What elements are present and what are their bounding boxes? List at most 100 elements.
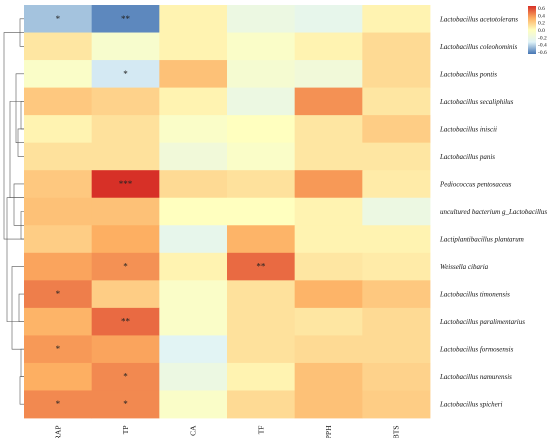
heatmap-cell bbox=[294, 362, 363, 391]
heatmap-cell bbox=[24, 362, 93, 391]
column-label: TP bbox=[121, 426, 130, 435]
heatmap-cell bbox=[294, 307, 363, 336]
heatmap-cell bbox=[91, 32, 160, 61]
heatmap-cell bbox=[227, 5, 296, 33]
heatmap-cell bbox=[91, 252, 160, 281]
heatmap-cell bbox=[159, 170, 228, 199]
dendrogram-branch bbox=[20, 101, 24, 130]
heatmap-cell bbox=[159, 87, 228, 116]
significance-mark: * bbox=[123, 372, 128, 382]
heatmap-cell bbox=[159, 390, 228, 419]
dendrogram-branch bbox=[13, 183, 24, 226]
heatmap-cell bbox=[294, 87, 363, 116]
heatmap-cell bbox=[362, 362, 431, 391]
column-label: CA bbox=[189, 425, 198, 436]
heatmap-cell bbox=[294, 280, 363, 309]
heatmap-cell bbox=[294, 32, 363, 61]
row-label: Lactobacillus paralimentarius bbox=[439, 318, 525, 326]
heatmap-cell bbox=[362, 115, 431, 144]
heatmap-cell bbox=[91, 5, 160, 33]
heatmap-cell bbox=[362, 335, 431, 364]
heatmap-cell bbox=[24, 307, 93, 336]
heatmap-cell bbox=[159, 60, 228, 88]
heatmap-cell bbox=[227, 280, 296, 309]
heatmap-cell bbox=[24, 87, 93, 116]
heatmap-cell bbox=[227, 115, 296, 144]
dendrogram-branch bbox=[9, 101, 24, 199]
heatmap-cell bbox=[362, 390, 431, 419]
significance-mark: ** bbox=[256, 262, 266, 272]
row-label: uncultured bacterium g_Lactobacillus bbox=[440, 208, 547, 216]
heatmap-cell bbox=[362, 60, 431, 88]
heatmap-cell bbox=[294, 60, 363, 88]
heatmap-cell bbox=[362, 5, 431, 33]
heatmap-cell bbox=[159, 115, 228, 144]
heatmap-cell bbox=[24, 280, 93, 309]
heatmap-cell bbox=[24, 335, 93, 364]
row-label: Lactobacillus coleohominis bbox=[439, 43, 517, 51]
significance-mark: * bbox=[123, 69, 128, 79]
significance-mark: ** bbox=[121, 317, 131, 327]
heatmap-cell bbox=[24, 225, 93, 254]
heatmap-cell bbox=[294, 252, 363, 281]
heatmap-cell bbox=[227, 362, 296, 391]
heatmap-cell bbox=[227, 87, 296, 116]
heatmap-cell bbox=[362, 197, 431, 226]
column-label: FRAP bbox=[53, 426, 62, 439]
heatmap-cell bbox=[91, 225, 160, 254]
heatmap-cell bbox=[159, 307, 228, 336]
heatmap-cell bbox=[159, 32, 228, 61]
heatmap-cell bbox=[227, 170, 296, 199]
row-label: Lactobacillus timonensis bbox=[439, 291, 510, 299]
heatmap-cell bbox=[227, 252, 296, 281]
colorbar bbox=[528, 6, 536, 54]
heatmap-cell bbox=[227, 60, 296, 88]
heatmap-cell bbox=[294, 142, 363, 171]
heatmap-cell bbox=[91, 307, 160, 336]
significance-mark: * bbox=[56, 399, 61, 409]
dendrogram-branch bbox=[20, 348, 24, 377]
row-label: Weissella cibaria bbox=[440, 263, 489, 271]
colorbar-tick-label: 0.0 bbox=[538, 28, 545, 34]
heatmap-cell bbox=[227, 335, 296, 364]
heatmap-cell bbox=[159, 362, 228, 391]
heatmap-cell bbox=[227, 307, 296, 336]
row-label: Lactobacillus spicheri bbox=[439, 401, 502, 409]
row-label: Pediococcus pentosaceus bbox=[439, 180, 512, 188]
heatmap-cell bbox=[227, 225, 296, 254]
significance-mark: * bbox=[123, 399, 128, 409]
dendrogram-branch bbox=[11, 266, 24, 350]
significance-mark: * bbox=[56, 344, 61, 354]
heatmap-cell bbox=[362, 87, 431, 116]
heatmap-cell bbox=[294, 5, 363, 33]
colorbar-tick-label: 0.2 bbox=[538, 21, 545, 27]
heatmap-cell bbox=[227, 197, 296, 226]
row-label: Lactobacillus acetotolerans bbox=[439, 15, 518, 23]
heatmap-cell bbox=[362, 32, 431, 61]
heatmap-cell bbox=[294, 335, 363, 364]
heatmap-cell bbox=[159, 335, 228, 364]
row-dendrogram bbox=[3, 18, 24, 405]
heatmap-cell bbox=[362, 170, 431, 199]
heatmap-cell bbox=[24, 60, 93, 88]
heatmap-cell bbox=[159, 280, 228, 309]
heatmap-cell bbox=[91, 142, 160, 171]
significance-mark: ** bbox=[121, 14, 131, 24]
heatmap-cell bbox=[91, 335, 160, 364]
row-label: Lactobacillus iniscii bbox=[439, 125, 497, 133]
heatmap-cell bbox=[159, 197, 228, 226]
heatmap-cell bbox=[159, 225, 228, 254]
row-label: Lactobacillus panis bbox=[439, 153, 495, 161]
heatmap-cell bbox=[294, 197, 363, 226]
heatmap-cell bbox=[24, 5, 93, 33]
significance-mark: * bbox=[123, 262, 128, 272]
dendrogram-branch bbox=[19, 376, 24, 405]
heatmap-cell bbox=[159, 5, 228, 33]
heatmap-cell bbox=[362, 280, 431, 309]
column-label: ABTS bbox=[392, 426, 401, 439]
heatmap-cell bbox=[91, 280, 160, 309]
heatmap-cell bbox=[294, 390, 363, 419]
heatmap-cell bbox=[91, 390, 160, 419]
colorbar-tick-label: -0.2 bbox=[538, 35, 547, 41]
